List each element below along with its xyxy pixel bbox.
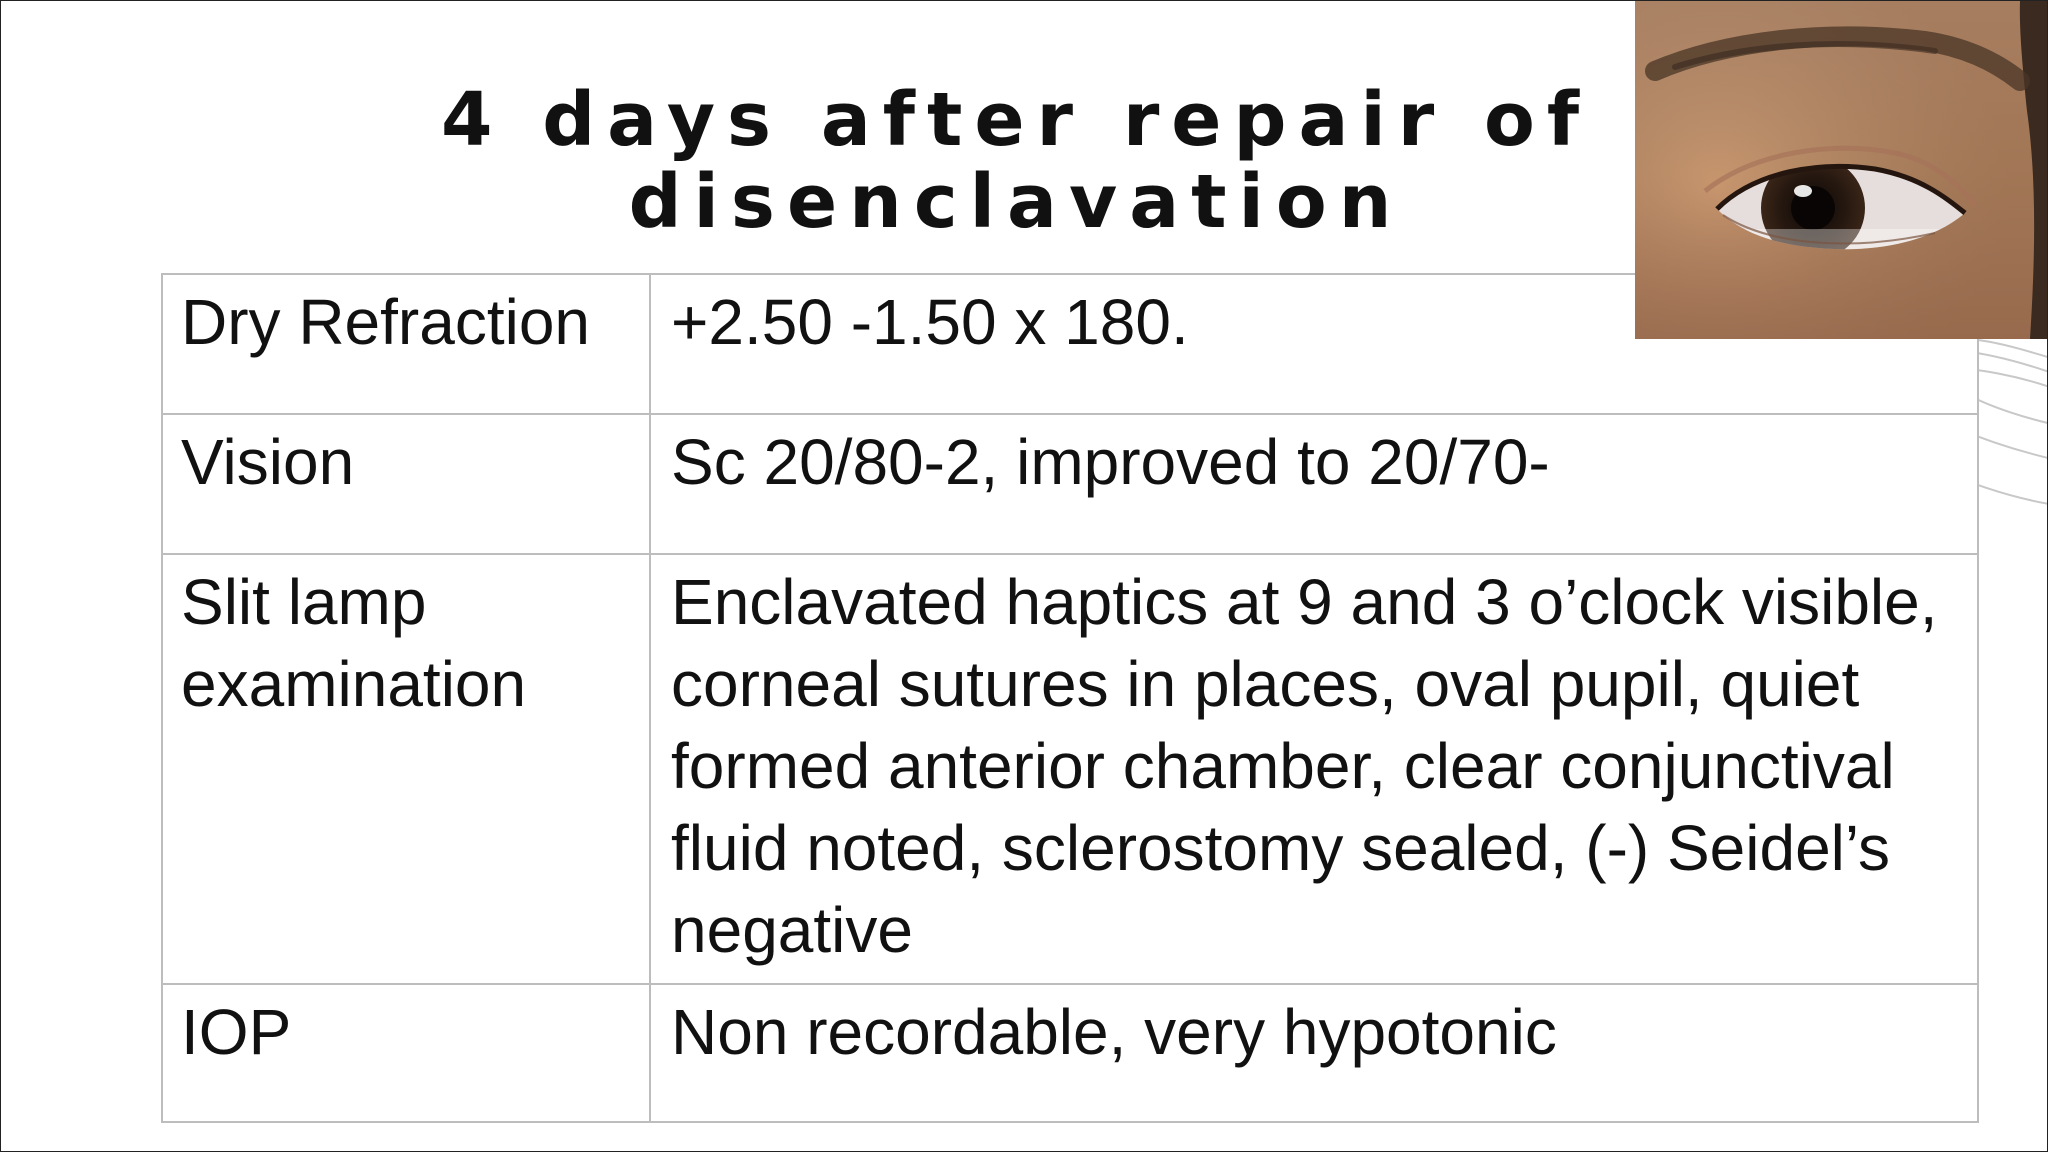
row-label-slit-lamp-line2: examination [181, 648, 527, 720]
table-row: IOP Non recordable, very hypotonic [161, 983, 1979, 1123]
row-label-vision: Vision [161, 413, 651, 555]
slide-title-line2: disenclavation [628, 159, 1404, 245]
row-label-iop: IOP [161, 983, 651, 1123]
clinical-findings-table: Dry Refraction +2.50 -1.50 x 180. Vision… [161, 273, 1979, 1123]
row-label-slit-lamp: Slit lamp examination [161, 553, 651, 985]
row-value-slit-lamp: Enclavated haptics at 9 and 3 o’clock vi… [649, 553, 1979, 985]
eye-photo [1635, 1, 2047, 339]
table-row: Slit lamp examination Enclavated haptics … [161, 553, 1979, 985]
row-label-dry-refraction: Dry Refraction [161, 273, 651, 415]
slide-title: 4 days after repair of disenclavation [301, 79, 1731, 243]
row-value-iop: Non recordable, very hypotonic [649, 983, 1979, 1123]
row-value-vision: Sc 20/80-2, improved to 20/70- [649, 413, 1979, 555]
slide-title-line1: 4 days after repair of [440, 77, 1592, 163]
row-label-slit-lamp-line1: Slit lamp [181, 566, 427, 638]
table-row: Vision Sc 20/80-2, improved to 20/70- [161, 413, 1979, 555]
